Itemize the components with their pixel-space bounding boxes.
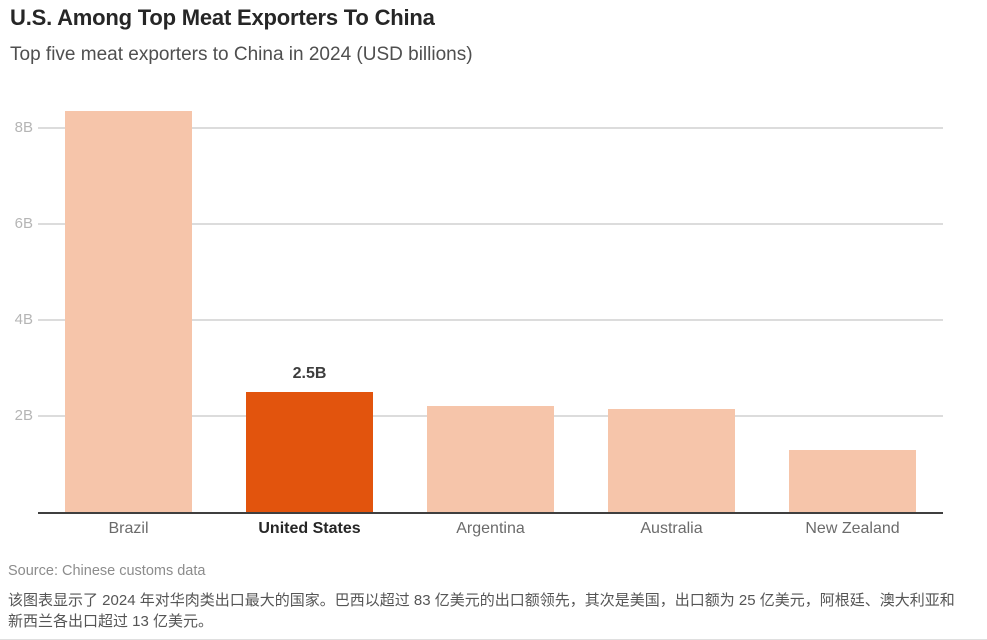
x-label-brazil: Brazil — [108, 520, 149, 537]
y-tick-label: 6B — [14, 214, 33, 232]
x-label-new-zealand: New Zealand — [805, 520, 900, 537]
gridline — [38, 127, 943, 129]
chinese-summary: 该图表显示了 2024 年对华肉类出口最大的国家。巴西以超过 83 亿美元的出口… — [8, 592, 955, 630]
gridline — [38, 319, 943, 321]
bar-brazil — [65, 111, 192, 512]
y-axis: 2B 4B 6B 8B — [0, 100, 33, 512]
source-note: Source: Chinese customs data — [8, 563, 206, 579]
x-label-australia: Australia — [640, 520, 703, 537]
y-tick-label: 4B — [14, 310, 33, 328]
y-tick-label: 2B — [14, 406, 33, 424]
x-label-argentina: Argentina — [456, 520, 525, 537]
plot-area: Brazil 2.5B United States Argentina Australi… — [38, 100, 943, 537]
bar-australia — [608, 408, 735, 512]
chart-subtitle: Top five meat exporters to China in 2024… — [10, 44, 473, 65]
bar-value-label: 2.5B — [292, 364, 327, 382]
bar-united-states — [246, 391, 373, 512]
bar-argentina — [427, 406, 554, 512]
y-tick-label: 8B — [14, 118, 33, 136]
x-label-united-states: United States — [258, 520, 361, 537]
bar-new-zealand — [789, 449, 916, 512]
chart-title: U.S. Among Top Meat Exporters To China — [10, 5, 435, 30]
gridline — [38, 223, 943, 225]
